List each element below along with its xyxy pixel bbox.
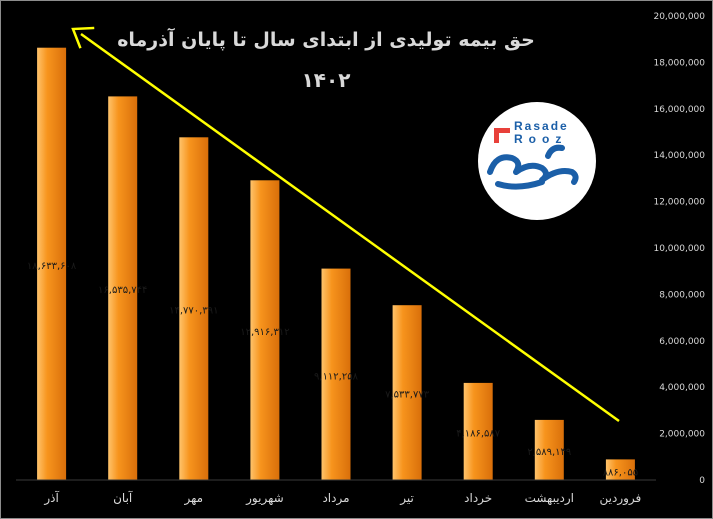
chart-subtitle: ۱۴۰۲ xyxy=(302,68,351,92)
y-tick-label: 6,000,000 xyxy=(659,337,705,347)
y-axis-ticks: 0 2,000,000 4,000,000 6,000,000 8,000,000 10,… xyxy=(653,12,705,486)
y-tick-label: 18,000,000 xyxy=(653,58,705,68)
logo-text-rasade: Rasade xyxy=(514,119,569,133)
chart-title: حق بیمه تولیدی از ابتدای سال تا پایان آذ… xyxy=(117,27,535,51)
bar-5 xyxy=(392,305,422,480)
y-tick-label: 0 xyxy=(699,476,705,486)
y-tick-label: 10,000,000 xyxy=(653,244,705,254)
logo-mark-icon xyxy=(487,128,579,190)
trend-arrow-head xyxy=(71,26,95,49)
rasade-rooz-logo: Rasade Rooz xyxy=(478,102,596,220)
bar-2 xyxy=(179,137,209,481)
y-tick-label: 16,000,000 xyxy=(653,105,705,115)
data-label: ۹,۱۱۲,۲۵۸ xyxy=(314,371,359,382)
x-axis-ticks: آذر آبان مهر شهریور مرداد تیر خرداد اردیبهشت فرو… xyxy=(43,490,641,506)
bar-4 xyxy=(321,268,351,480)
data-label: ۴,۱۸۶,۵۸۷ xyxy=(456,428,501,439)
x-tick-label: مهر xyxy=(184,491,204,506)
y-tick-label: 14,000,000 xyxy=(653,151,705,161)
y-tick-label: 12,000,000 xyxy=(653,198,705,208)
bar-0 xyxy=(37,47,67,480)
x-tick-label: مرداد xyxy=(322,491,349,506)
data-label: ۷,۵۳۳,۷۷۳ xyxy=(385,390,430,401)
bar-8 xyxy=(605,459,635,480)
bar-3 xyxy=(250,180,280,481)
bar-7 xyxy=(534,419,564,480)
y-tick-label: 2,000,000 xyxy=(659,430,705,440)
x-tick-label: شهریور xyxy=(245,491,284,506)
x-tick-label: آذر xyxy=(43,490,59,506)
y-tick-label: 20,000,000 xyxy=(653,12,705,22)
data-label: ۱۲,۹۱۶,۳۱۲ xyxy=(240,327,289,338)
x-tick-label: آبان xyxy=(113,490,133,505)
x-tick-label: فروردین xyxy=(600,491,642,506)
data-label: ۲,۵۸۹,۱۴۹ xyxy=(527,447,571,458)
logo-text-rooz: Rooz xyxy=(514,132,568,146)
bar-6 xyxy=(463,382,493,480)
data-labels: ۱۸,۶۳۳,۶۰۸ ۱۶,۵۳۵,۷۴۴ ۱۴,۷۷۰,۳۹۱ ۱۲,۹۱۶,۳۱۲… xyxy=(27,261,638,479)
data-label: ۱۶,۵۳۵,۷۴۴ xyxy=(98,285,147,296)
bars-group xyxy=(16,47,656,481)
data-label: ۱۴,۷۷۰,۳۹۱ xyxy=(169,306,218,317)
trend-arrow-line xyxy=(80,32,620,423)
y-tick-label: 4,000,000 xyxy=(659,383,705,393)
x-tick-label: اردیبهشت xyxy=(525,491,574,506)
x-tick-label: تیر xyxy=(399,491,414,506)
data-label: ۸۸۶,۰۵۵ xyxy=(603,467,638,478)
data-label: ۱۸,۶۳۳,۶۰۸ xyxy=(27,261,77,272)
trend-arrow xyxy=(71,26,620,423)
bar-1 xyxy=(108,96,138,481)
y-tick-label: 8,000,000 xyxy=(659,290,705,300)
x-tick-label: خرداد xyxy=(464,491,492,506)
